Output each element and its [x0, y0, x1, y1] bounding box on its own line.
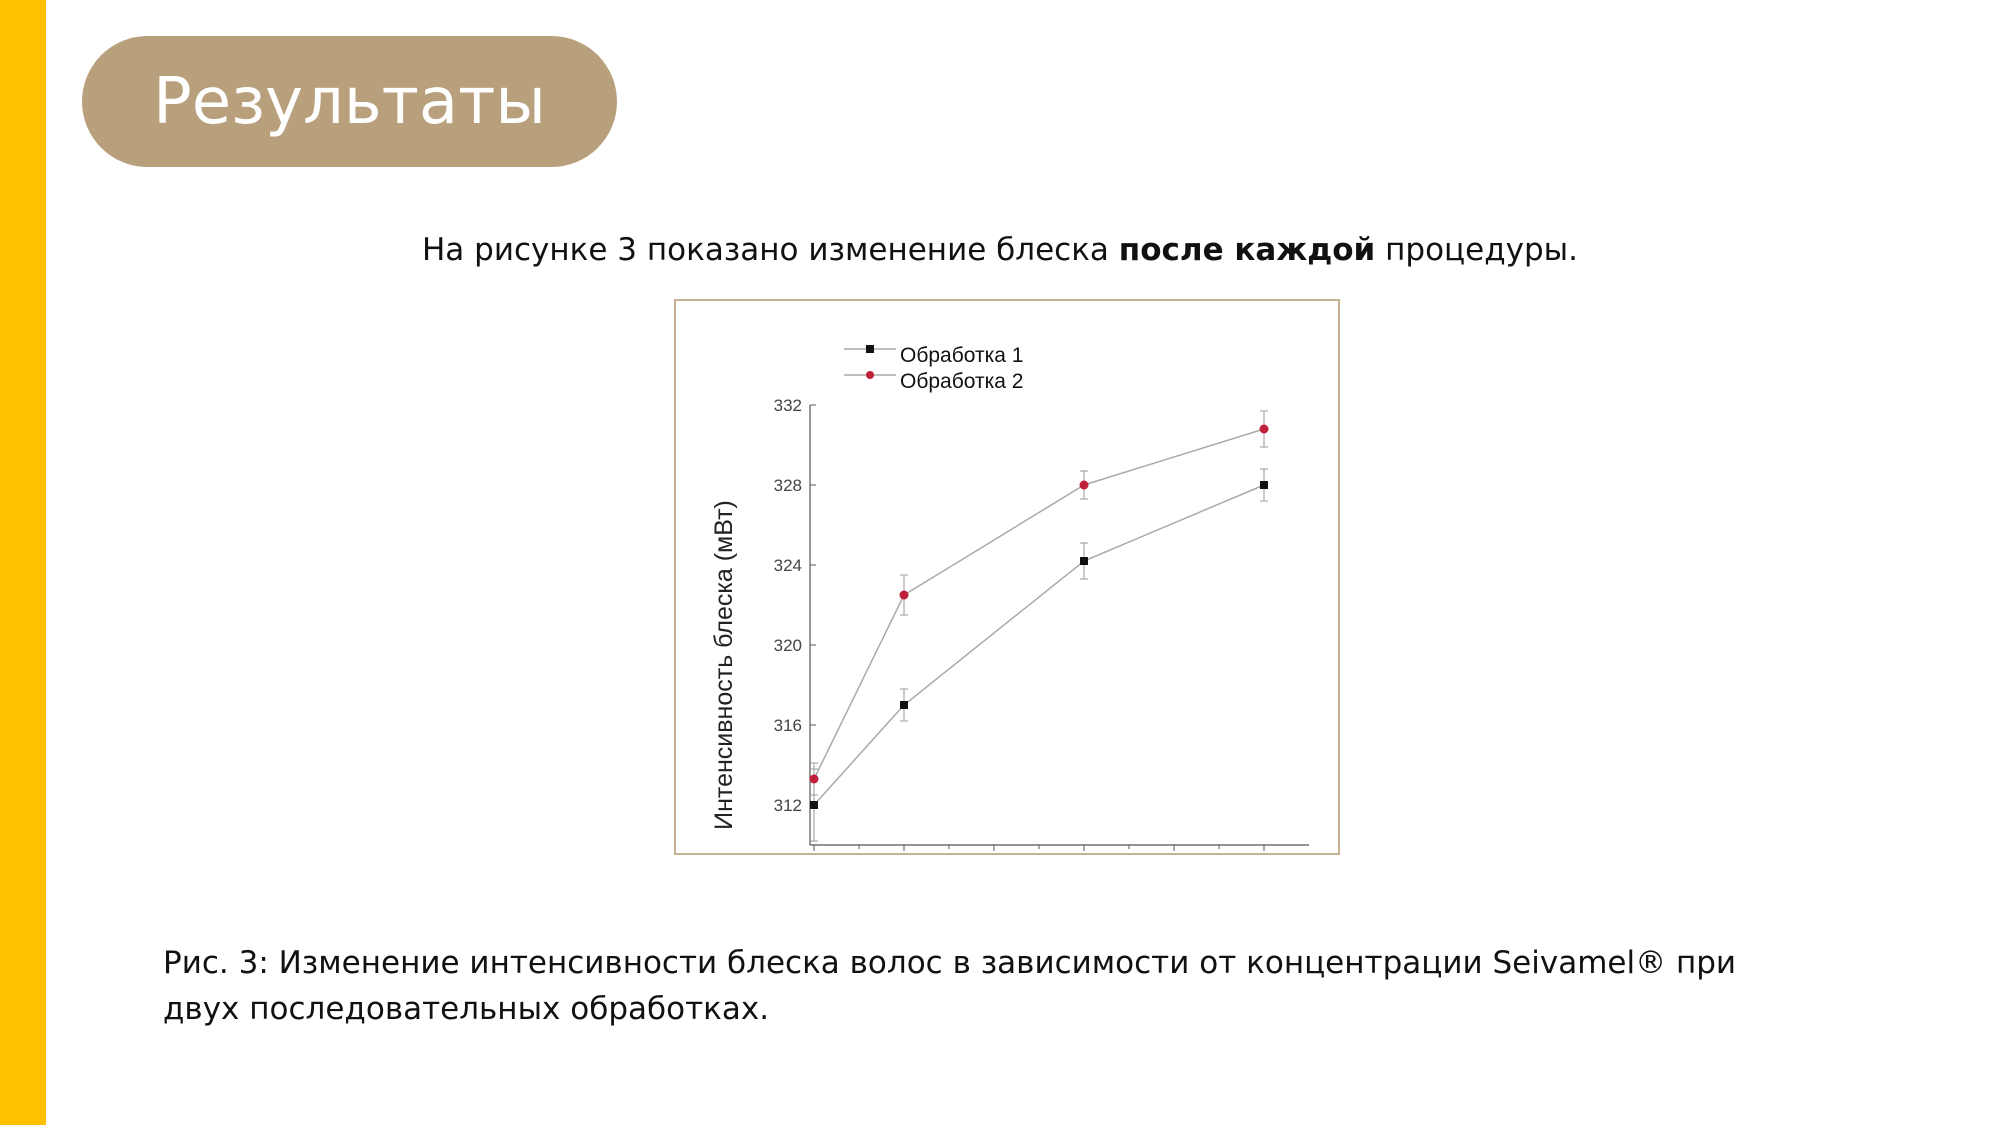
subtitle-text-end: процедуры. — [1375, 232, 1578, 268]
title-pill: Результаты — [82, 36, 617, 167]
chart-frame: 312316320324328332012345[Seivamel] / %Ин… — [674, 299, 1340, 855]
data-point-square — [900, 701, 908, 709]
y-tick-label: 328 — [774, 476, 802, 495]
data-point-square — [1080, 557, 1088, 565]
subtitle: На рисунке 3 показано изменение блеска п… — [0, 232, 2000, 268]
data-point-square — [1260, 481, 1268, 489]
y-axis-label: Интенсивность блеска (мВт) — [710, 500, 738, 830]
series-line — [813, 484, 1265, 806]
data-point-circle — [1259, 424, 1269, 434]
legend-marker — [866, 371, 874, 379]
data-point-square — [810, 801, 818, 809]
accent-bar — [0, 0, 46, 1125]
legend-marker — [866, 345, 874, 353]
y-tick-label: 332 — [774, 396, 802, 415]
legend-label: Обработка 2 — [900, 370, 1023, 393]
chart: 312316320324328332012345[Seivamel] / %Ин… — [710, 344, 1309, 851]
legend-label: Обработка 1 — [900, 344, 1023, 367]
figure-caption: Рис. 3: Изменение интенсивности блеска в… — [163, 945, 1737, 1027]
y-tick-label: 320 — [774, 636, 802, 655]
data-point-circle — [1079, 480, 1089, 490]
series-line — [813, 428, 1265, 780]
page-title: Результаты — [153, 64, 546, 139]
data-point-circle — [809, 774, 819, 784]
subtitle-text: На рисунке 3 показано изменение блеска — [421, 232, 1119, 268]
y-tick-label: 316 — [774, 716, 802, 735]
data-point-circle — [899, 590, 909, 600]
y-tick-label: 312 — [774, 796, 802, 815]
subtitle-bold: после каждой — [1118, 232, 1376, 268]
y-tick-label: 324 — [774, 556, 802, 575]
